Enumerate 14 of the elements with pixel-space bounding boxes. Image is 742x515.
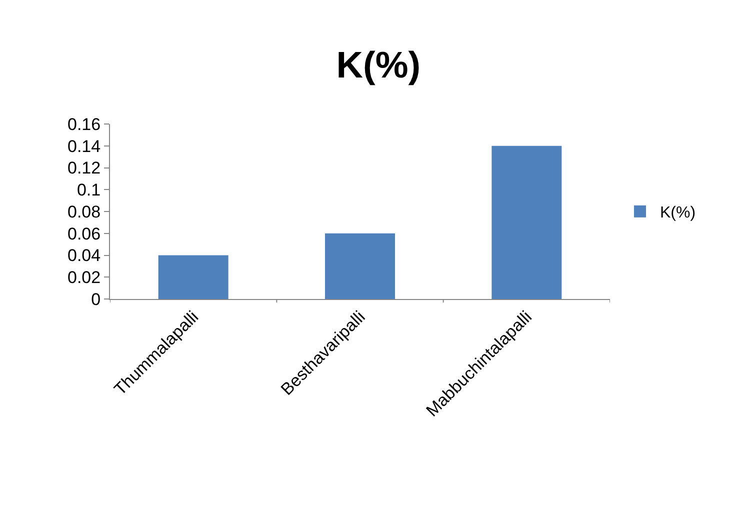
- y-tick-label: 0: [91, 290, 101, 309]
- y-tick-label: 0.06: [68, 224, 101, 244]
- chart-title: K(%): [336, 44, 421, 86]
- y-tick-label: 0.1: [76, 180, 101, 200]
- legend-label: K(%): [660, 204, 696, 222]
- y-tick-label: 0.08: [68, 202, 101, 222]
- bar: [158, 255, 228, 299]
- y-tick-label: 0.12: [68, 158, 101, 178]
- y-tick-label: 0.04: [68, 246, 101, 266]
- bar: [325, 233, 395, 299]
- y-tick-label: 0.14: [68, 136, 101, 156]
- y-tick-label: 0.16: [68, 114, 101, 134]
- y-tick-label: 0.02: [68, 268, 101, 288]
- bar: [492, 146, 562, 299]
